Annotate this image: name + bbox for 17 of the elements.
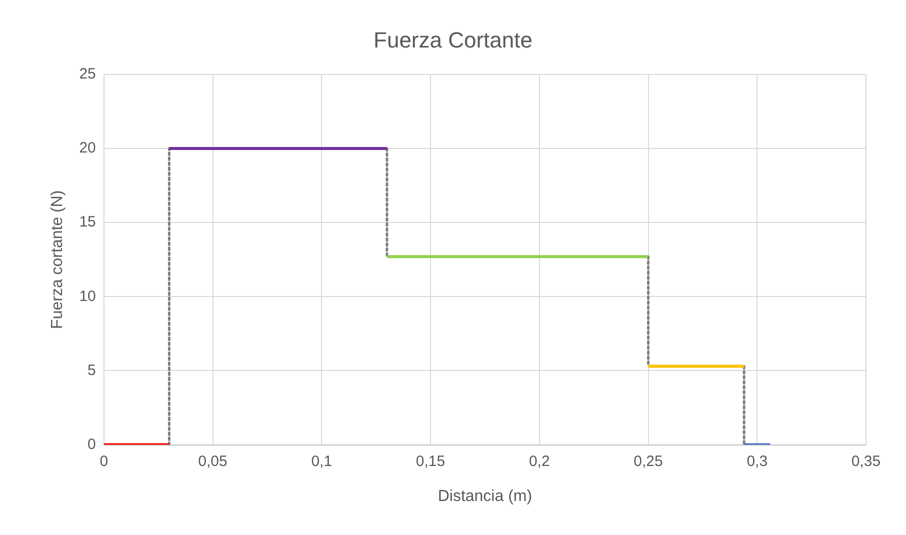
y-tick-label: 15 xyxy=(79,214,96,231)
x-axis-title: Distancia (m) xyxy=(438,488,532,505)
x-tick-label: 0,05 xyxy=(198,452,228,470)
y-tick-label: 10 xyxy=(79,288,96,305)
x-tick-label: 0,1 xyxy=(311,452,332,470)
y-tick-label: 25 xyxy=(79,66,96,83)
y-tick-label: 5 xyxy=(88,362,96,379)
y-tick-label: 20 xyxy=(79,140,96,157)
x-tick-label: 0,2 xyxy=(528,452,550,470)
chart-title: Fuerza Cortante xyxy=(374,27,532,52)
y-axis-title: Fuerza cortante (N) xyxy=(49,190,66,329)
x-tick-label: 0,3 xyxy=(746,452,768,470)
x-tick-label: 0,35 xyxy=(851,452,881,470)
x-tick-label: 0,25 xyxy=(634,452,663,470)
y-tick-label: 0 xyxy=(88,436,96,453)
x-tick-label: 0 xyxy=(100,452,108,470)
x-tick-label: 0,15 xyxy=(416,452,446,470)
